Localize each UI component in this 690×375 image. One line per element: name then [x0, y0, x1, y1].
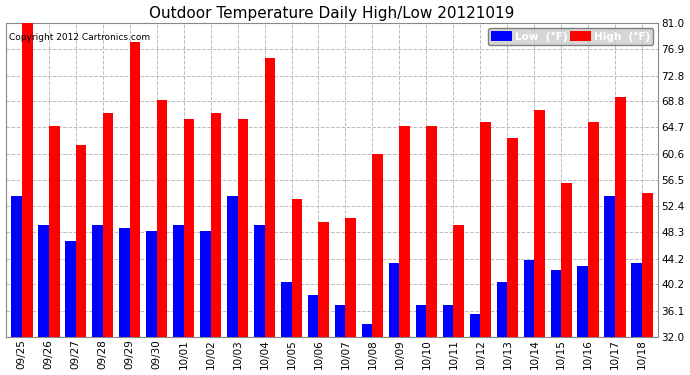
Bar [319, 222, 329, 337]
Bar [281, 282, 291, 337]
Bar [237, 119, 248, 337]
Bar [119, 228, 130, 337]
Bar [604, 196, 615, 337]
Bar [507, 138, 518, 337]
Bar [453, 225, 464, 337]
Bar [227, 196, 237, 337]
Text: Copyright 2012 Cartronics.com: Copyright 2012 Cartronics.com [9, 33, 150, 42]
Bar [631, 263, 642, 337]
Bar [210, 113, 221, 337]
Bar [22, 23, 32, 337]
Bar [130, 42, 141, 337]
Bar [172, 225, 184, 337]
Bar [615, 97, 626, 337]
Bar [335, 305, 346, 337]
Bar [480, 122, 491, 337]
Bar [65, 241, 76, 337]
Bar [534, 110, 545, 337]
Bar [184, 119, 195, 337]
Bar [442, 305, 453, 337]
Bar [551, 270, 561, 337]
Bar [426, 126, 437, 337]
Bar [578, 266, 589, 337]
Bar [415, 305, 426, 337]
Bar [103, 113, 113, 337]
Bar [362, 324, 373, 337]
Bar [157, 100, 168, 337]
Bar [92, 225, 103, 337]
Bar [373, 154, 383, 337]
Bar [470, 314, 480, 337]
Bar [400, 126, 411, 337]
Bar [38, 225, 49, 337]
Bar [11, 196, 22, 337]
Bar [561, 183, 572, 337]
Title: Outdoor Temperature Daily High/Low 20121019: Outdoor Temperature Daily High/Low 20121… [149, 6, 515, 21]
Bar [388, 263, 400, 337]
Bar [346, 218, 356, 337]
Legend: Low  (°F), High  (°F): Low (°F), High (°F) [489, 28, 653, 45]
Bar [291, 199, 302, 337]
Bar [146, 231, 157, 337]
Bar [49, 126, 59, 337]
Bar [264, 58, 275, 337]
Bar [524, 260, 534, 337]
Bar [76, 145, 86, 337]
Bar [308, 295, 319, 337]
Bar [254, 225, 264, 337]
Bar [497, 282, 507, 337]
Bar [642, 193, 653, 337]
Bar [200, 231, 210, 337]
Bar [589, 122, 599, 337]
